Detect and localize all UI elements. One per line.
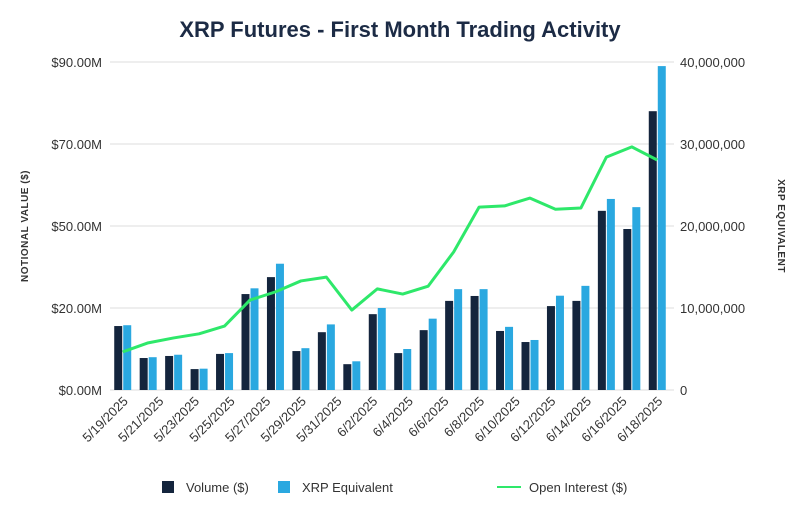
bar [394, 353, 403, 390]
bar [530, 339, 539, 390]
bar [352, 361, 361, 390]
y-tick-label: $90.00M [51, 55, 102, 70]
bar [606, 198, 615, 390]
bar [403, 349, 412, 390]
bar [165, 355, 174, 390]
bar [648, 111, 657, 390]
bar [505, 326, 514, 390]
chart-title: XRP Futures - First Month Trading Activi… [179, 17, 621, 42]
bar [174, 354, 183, 390]
y2-tick-label: 10,000,000 [680, 301, 745, 316]
bar [250, 288, 259, 390]
bar [148, 357, 157, 390]
bar [581, 285, 590, 390]
bar [301, 348, 310, 390]
bar [266, 277, 275, 390]
bar [225, 353, 234, 390]
legend-label: XRP Equivalent [302, 480, 393, 495]
bar [377, 308, 386, 390]
bar [241, 294, 250, 390]
bar [292, 351, 301, 390]
y-tick-label: $0.00M [59, 383, 102, 398]
bar [657, 66, 666, 390]
bar [546, 306, 555, 390]
bar [139, 358, 148, 390]
legend-swatch [278, 481, 290, 493]
y2-tick-label: 20,000,000 [680, 219, 745, 234]
bar [496, 330, 505, 390]
bar [597, 210, 606, 390]
y2-tick-label: 30,000,000 [680, 137, 745, 152]
legend-swatch [162, 481, 174, 493]
bar [572, 300, 581, 390]
bar [454, 289, 463, 390]
bar [445, 300, 454, 390]
y2-tick-label: 40,000,000 [680, 55, 745, 70]
bar [419, 330, 428, 390]
bar [199, 368, 208, 390]
bar [343, 364, 352, 390]
line [122, 145, 658, 354]
bar [326, 324, 335, 390]
y-tick-label: $50.00M [51, 219, 102, 234]
bar [190, 369, 199, 390]
y2-axis-title: XRP EQUIVALENT [775, 179, 786, 273]
legend-label: Volume ($) [186, 480, 249, 495]
bar [114, 326, 123, 390]
bar [521, 342, 530, 390]
bar [470, 295, 479, 390]
bar [317, 332, 326, 390]
bar [428, 318, 437, 390]
legend-label: Open Interest ($) [529, 480, 627, 495]
y-axis-title: NOTIONAL VALUE ($) [20, 170, 31, 282]
bar [555, 295, 564, 390]
y-tick-label: $70.00M [51, 137, 102, 152]
bar [368, 314, 377, 390]
bar [479, 289, 488, 390]
y2-tick-label: 0 [680, 383, 687, 398]
bar [275, 263, 284, 390]
bar [123, 325, 132, 390]
bar [216, 353, 225, 390]
y-tick-label: $20.00M [51, 301, 102, 316]
bar [623, 229, 632, 390]
bar [632, 207, 641, 390]
